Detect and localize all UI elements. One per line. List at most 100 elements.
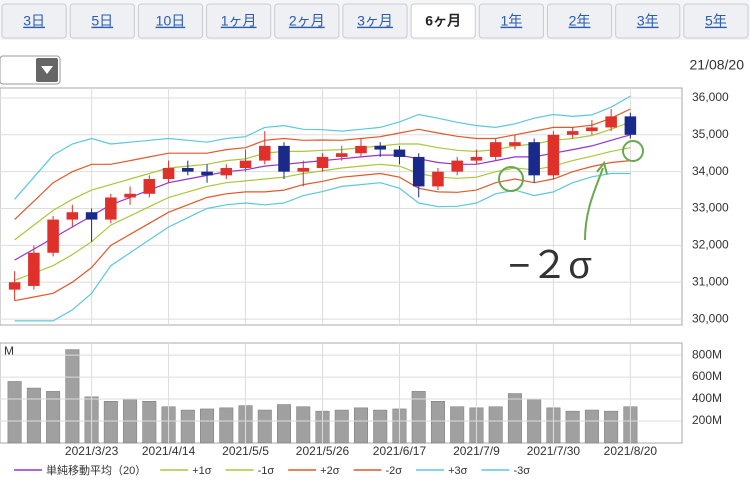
volume-bar — [354, 407, 368, 444]
date: 21/08/20 — [690, 57, 745, 73]
tabs: 3日 5日 10日 1ヶ月 2ヶ月 3ヶ月 6ヶ月 1年 2年 3年 5年 — [1, 3, 749, 39]
band-line — [14, 121, 631, 241]
volume-bar — [296, 406, 311, 444]
y-tick-label: 400M — [692, 391, 722, 405]
candle-body — [143, 179, 156, 194]
x-tick-label: 2021/7/30 — [527, 444, 581, 458]
volume-bar — [373, 409, 388, 444]
candle-body — [220, 167, 233, 176]
volume-bar — [565, 410, 580, 444]
tab-label[interactable]: 2年 — [569, 13, 591, 29]
tab[interactable] — [137, 3, 204, 39]
highlight-circle — [498, 166, 524, 192]
tab-label[interactable]: 2ヶ月 — [289, 13, 325, 29]
y-tick-label: 800M — [692, 347, 722, 361]
candle-body — [28, 252, 40, 286]
price-panel — [0, 87, 683, 326]
tab-label[interactable]: 5日 — [91, 13, 113, 29]
volume-bar — [488, 406, 503, 444]
candle-body — [201, 171, 213, 176]
volume-bar — [584, 409, 599, 444]
band-line — [14, 108, 631, 221]
tab-label[interactable]: 3ヶ月 — [357, 13, 393, 29]
band-line — [14, 160, 631, 302]
volume-bar — [604, 410, 619, 444]
volume-bar — [219, 407, 234, 444]
volume-bar — [180, 409, 195, 444]
candle-body — [182, 167, 194, 172]
tab-label[interactable]: 10日 — [156, 13, 186, 29]
x-tick-label: 2021/4/14 — [142, 444, 196, 458]
tab-label[interactable]: 6ヶ月 — [425, 13, 461, 29]
volume-bar — [507, 393, 522, 444]
candle-body — [297, 167, 310, 172]
tab[interactable] — [69, 3, 135, 39]
y-tick-label: 35,000 — [692, 127, 729, 141]
volume-bar — [65, 349, 80, 444]
tab[interactable] — [683, 3, 749, 39]
candle-body — [355, 145, 367, 154]
candle-body — [605, 116, 617, 128]
tab[interactable] — [615, 3, 681, 39]
candle-body — [105, 197, 117, 220]
candle-body — [316, 156, 329, 168]
tab[interactable] — [1, 3, 67, 39]
legend-label: -3σ — [513, 465, 530, 477]
volume-bar — [430, 400, 445, 444]
y-tick-label: 200M — [692, 413, 722, 427]
tab[interactable] — [478, 3, 544, 39]
y-tick-label: 32,000 — [692, 238, 729, 252]
x-tick-label: 2021/3/23 — [65, 444, 119, 458]
candle-body — [489, 142, 502, 157]
tab[interactable] — [410, 3, 476, 39]
dropdown-arrow — [41, 66, 53, 74]
candle-body — [393, 149, 406, 157]
volume-bar — [450, 406, 465, 444]
tab-label[interactable]: 3年 — [637, 13, 659, 29]
legend: 単純移動平均（20） +1σ -1σ +2σ -2σ +3σ -3σ — [14, 463, 530, 477]
candle-body — [47, 219, 59, 253]
legend-label: +1σ — [192, 465, 212, 477]
volume-unit: M — [4, 344, 14, 358]
volume-bar — [277, 404, 292, 444]
legend-label: 単純移動平均（20） — [46, 463, 146, 477]
candle-body — [162, 167, 175, 180]
tab[interactable] — [342, 3, 408, 39]
candle-body — [335, 153, 348, 157]
tab-label[interactable]: 1ヶ月 — [221, 13, 257, 29]
band-line — [14, 95, 631, 200]
legend-label: -1σ — [258, 465, 275, 477]
candle-body — [547, 134, 560, 176]
volume-bar — [103, 400, 118, 444]
tab[interactable] — [274, 3, 340, 39]
candle-body — [412, 156, 425, 187]
tab-label[interactable]: 1年 — [500, 13, 522, 29]
candle-body — [432, 171, 444, 187]
volume-bar — [411, 391, 426, 444]
candle-body — [259, 145, 271, 161]
volume-bar — [26, 387, 41, 444]
x-tick-label: 2021/6/17 — [373, 444, 427, 458]
y-tick-label: 31,000 — [692, 274, 729, 288]
candle-body — [470, 156, 483, 161]
volume-bar — [257, 409, 272, 444]
volume-bar — [46, 391, 61, 444]
tab-label[interactable]: 5年 — [705, 13, 727, 29]
candle-body — [528, 142, 540, 176]
y-tick-label: 34,000 — [692, 164, 729, 178]
y-tick-label: 30,000 — [692, 311, 729, 325]
candle-body — [239, 160, 252, 168]
candle-body — [509, 142, 521, 146]
candle-body — [8, 282, 21, 290]
tab-label[interactable]: 3日 — [23, 13, 45, 29]
tab[interactable] — [206, 3, 272, 39]
candle-body — [66, 212, 79, 220]
candle-body — [451, 160, 463, 172]
tab[interactable] — [546, 3, 613, 39]
highlight-circle — [622, 140, 644, 162]
volume-bar — [142, 400, 157, 444]
y-tick-label: 600M — [692, 369, 722, 383]
annotation: −２σ — [508, 245, 592, 287]
y-tick-label: 33,000 — [692, 201, 729, 215]
candle-body — [624, 116, 637, 135]
